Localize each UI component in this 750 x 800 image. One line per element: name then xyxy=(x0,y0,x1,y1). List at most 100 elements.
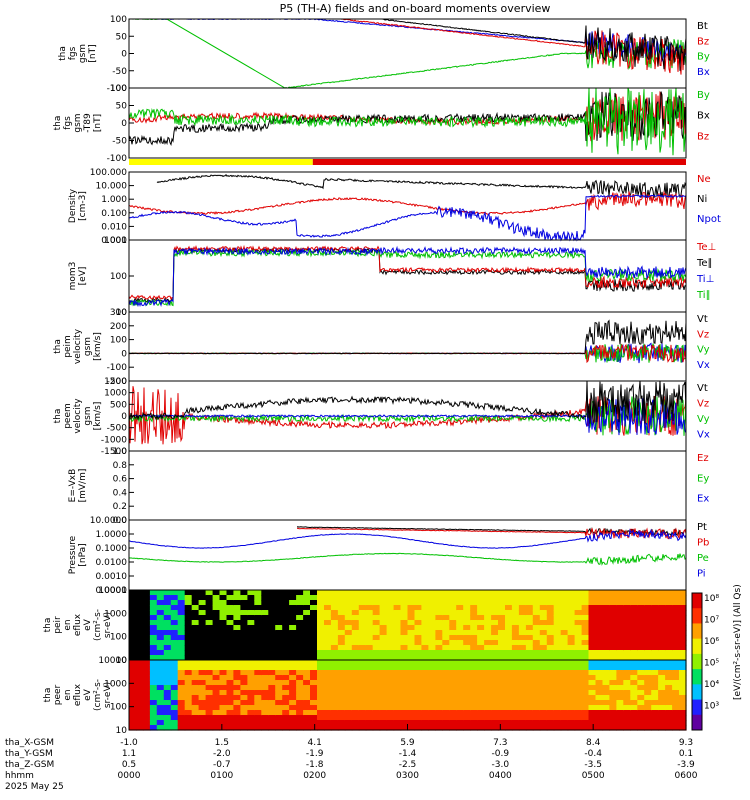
spectro-cell xyxy=(511,625,520,631)
spectro-cell xyxy=(240,685,248,691)
spectro-cell xyxy=(609,625,617,631)
spectro-cell xyxy=(247,595,255,601)
legend-peem_velocity-1: Vz xyxy=(697,399,709,410)
spectro-cell xyxy=(623,690,631,696)
ytick-label-fgs_gsm: 100 xyxy=(110,15,127,25)
spectro-cell xyxy=(679,665,687,671)
spectro-cell xyxy=(289,715,297,721)
spectro-cell xyxy=(623,705,631,711)
spectro-cell xyxy=(198,655,207,661)
spectro-cell xyxy=(254,675,262,681)
spectro-cell xyxy=(226,595,235,601)
ytick-label-fgs_gse_rot: -100 xyxy=(107,154,128,164)
ytick-label-peem_velocity: 1500 xyxy=(104,377,127,387)
spectro-cell xyxy=(449,605,457,611)
spectro-cell xyxy=(574,655,583,661)
spectro-cell xyxy=(240,620,248,626)
ylabel-temperature: mom3 xyxy=(68,262,78,291)
spectro-cell xyxy=(303,650,311,656)
spectro-cell xyxy=(463,720,471,726)
spectro-cell xyxy=(546,675,555,681)
legend-peim_velocity-3: Vx xyxy=(697,360,710,371)
spectro-cell xyxy=(344,690,353,696)
spectro-cell xyxy=(198,590,207,596)
spectro-cell xyxy=(386,620,395,626)
spectro-cell xyxy=(136,635,144,641)
spectro-cell xyxy=(170,600,179,606)
spectro-cell xyxy=(477,670,485,676)
spectro-cell xyxy=(574,710,583,716)
spectro-cell xyxy=(477,635,485,641)
spectro-cell xyxy=(511,725,520,731)
spectro-cell xyxy=(421,635,429,641)
spectro-cell xyxy=(407,690,416,696)
spectro-cell xyxy=(581,715,590,721)
spectro-cell xyxy=(665,720,673,726)
spectro-cell xyxy=(400,675,409,681)
spectro-cell xyxy=(344,715,353,721)
spectro-cell xyxy=(595,650,604,656)
spectro-cell xyxy=(261,615,269,621)
spectro-cell xyxy=(609,660,617,666)
ylabel-peem_velocity: tha xyxy=(53,409,63,424)
spectro-cell xyxy=(247,615,255,621)
spectro-cell xyxy=(136,725,144,731)
spectro-cell xyxy=(177,640,186,646)
spectro-cell xyxy=(518,620,527,626)
spectro-cell xyxy=(602,720,611,726)
ytick-label-pressure: 0.0010 xyxy=(96,572,128,582)
spectro-cell xyxy=(477,680,485,686)
spectro-cell xyxy=(665,690,673,696)
spectro-cell xyxy=(317,670,325,676)
spectro-cell xyxy=(282,680,290,686)
spectro-cell xyxy=(184,685,193,691)
spectro-cell xyxy=(539,645,548,651)
spectro-cell xyxy=(560,590,569,596)
spectro-cell xyxy=(219,725,228,731)
spectro-cell xyxy=(393,595,402,601)
spectro-cell xyxy=(553,610,562,616)
spectro-cell xyxy=(261,640,269,646)
spectro-cell xyxy=(470,675,478,681)
spectro-cell xyxy=(136,700,144,706)
spectro-cell xyxy=(129,605,137,611)
spectro-cell xyxy=(129,685,137,691)
spectro-cell xyxy=(289,640,297,646)
spectro-cell xyxy=(518,720,527,726)
spectro-cell xyxy=(428,665,436,671)
spectro-cell xyxy=(414,620,423,626)
spectro-cell xyxy=(129,665,137,671)
spectro-cell xyxy=(525,615,534,621)
spectro-cell xyxy=(442,690,450,696)
spectro-cell xyxy=(219,625,228,631)
spectro-cell xyxy=(658,690,666,696)
spectro-cell xyxy=(456,600,464,606)
spectro-cell xyxy=(226,705,235,711)
xaxis-value: -1.4 xyxy=(399,749,417,759)
spectro-cell xyxy=(449,670,457,676)
spectro-cell xyxy=(532,710,541,716)
spectro-cell xyxy=(595,635,604,641)
spectro-cell xyxy=(421,590,429,596)
spectro-cell xyxy=(303,680,311,686)
spectro-cell xyxy=(505,605,513,611)
spectro-cell xyxy=(142,605,151,611)
spectro-cell xyxy=(644,595,652,601)
spectro-cell xyxy=(372,610,381,616)
spectro-cell xyxy=(136,715,144,721)
spectro-cell xyxy=(407,620,416,626)
spectro-cell xyxy=(421,685,429,691)
spectro-cell xyxy=(393,720,402,726)
spectro-cell xyxy=(400,695,409,701)
spectro-cell xyxy=(379,630,388,636)
spectro-cell xyxy=(296,675,304,681)
spectro-cell xyxy=(644,710,652,716)
spectro-cell xyxy=(330,695,339,701)
xaxis-value: 0600 xyxy=(675,771,698,781)
spectro-cell xyxy=(428,600,436,606)
spectro-cell xyxy=(219,600,228,606)
spectro-cell xyxy=(658,595,666,601)
spectro-cell xyxy=(205,650,214,656)
spectro-cell xyxy=(498,660,506,666)
spectro-cell xyxy=(532,635,541,641)
